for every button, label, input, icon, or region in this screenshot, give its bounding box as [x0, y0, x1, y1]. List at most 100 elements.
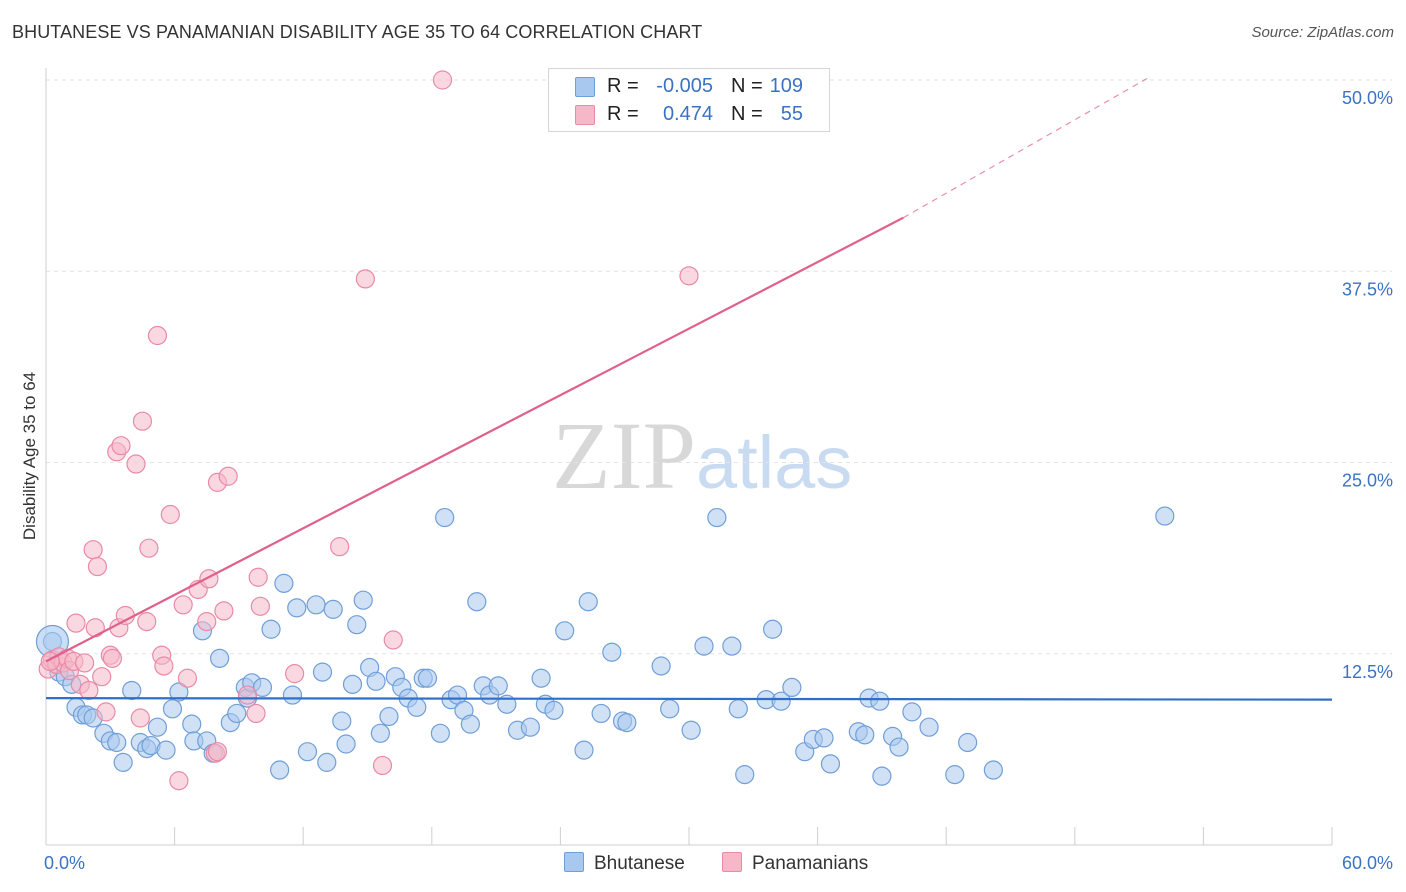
bhutanese-point — [336, 734, 356, 754]
bhutanese-point — [814, 728, 834, 748]
bhutanese-point — [147, 717, 168, 737]
bhutanese-point — [366, 671, 386, 691]
bottom-legend-label: Bhutanese — [594, 853, 685, 874]
bhutanese-point — [252, 677, 273, 698]
bhutanese-point — [162, 699, 183, 719]
bhutanese-point — [227, 703, 247, 724]
bhutanese-point — [435, 507, 455, 528]
panamanians-point — [372, 755, 393, 776]
gridlines — [46, 79, 1392, 655]
panamanians-point — [355, 269, 375, 289]
watermark: ZIPatlas — [552, 400, 852, 511]
bhutanese-point — [407, 697, 427, 717]
source-label: Source: ZipAtlas.com — [1251, 24, 1394, 41]
legend-r-label: R = — [607, 75, 639, 97]
panamanians-point — [432, 70, 453, 90]
bhutanese-point — [370, 723, 390, 743]
panamanians-point — [237, 685, 258, 705]
panamanians-point — [79, 680, 99, 701]
bhutanese-point — [870, 691, 890, 711]
bhutanese-point — [872, 766, 892, 786]
panamanians-point — [130, 708, 150, 728]
legend-n-value: 109 — [769, 75, 803, 97]
bhutanese-point — [782, 677, 802, 698]
panamanians-point — [218, 466, 238, 486]
panamanians-trend-line — [45, 216, 904, 663]
x-tick-label: 60.0% — [1342, 853, 1393, 873]
bottom-legend-panamanians: Panamanians — [722, 852, 868, 875]
panamanians-point — [132, 411, 153, 431]
bhutanese-point — [707, 507, 727, 528]
bhutanese-point — [531, 668, 551, 688]
tick-labels: 12.5% 25.0% 37.5% 50.0% 0.0% 60.0% — [44, 88, 1393, 873]
panamanians-point — [207, 742, 228, 762]
panamanians-point — [250, 596, 270, 616]
panamanians-point — [137, 612, 157, 632]
bhutanese-point — [353, 590, 373, 610]
bhutanese-point — [430, 723, 450, 743]
panamanians-point — [199, 569, 219, 589]
bhutanese-point — [156, 740, 176, 760]
panamanians-point — [83, 540, 103, 560]
bhutanese-point — [417, 668, 438, 688]
bhutanese-point — [544, 700, 564, 720]
panamanians-point — [139, 538, 159, 558]
bhutanese-point — [983, 760, 1003, 780]
bhutanese-point — [379, 706, 399, 727]
bhutanese-point — [113, 752, 133, 772]
bhutanese-point — [297, 742, 318, 762]
panamanians-trend-extension — [903, 77, 1148, 219]
bhutanese-point — [651, 656, 671, 676]
panamanians-point — [87, 556, 108, 577]
trend-lines — [45, 77, 1333, 701]
bhutanese-point — [287, 598, 307, 618]
bhutanese-point — [332, 711, 352, 731]
panamanians-point — [160, 504, 180, 525]
bhutanese-point — [347, 615, 367, 635]
panamanians-point — [383, 630, 403, 650]
legend-swatch-bhutanese — [575, 77, 595, 97]
bhutanese-point — [323, 599, 343, 619]
bhutanese-point — [274, 573, 294, 593]
bhutanese-point — [182, 714, 202, 734]
bottom-legend-bhutanese: Bhutanese — [564, 852, 685, 875]
bhutanese-point — [574, 740, 594, 760]
panamanians-point — [154, 656, 174, 676]
bottom-legend-label: Panamanians — [752, 853, 869, 874]
panamanians-point — [66, 613, 86, 633]
bhutanese-point — [342, 674, 363, 694]
bhutanese-point — [945, 765, 965, 785]
bhutanese-point — [722, 636, 742, 656]
bhutanese-point — [660, 699, 680, 719]
panamanians-point — [330, 537, 350, 557]
bhutanese-point — [555, 621, 575, 641]
axes — [45, 68, 1333, 846]
bhutanese-point — [578, 592, 598, 612]
bhutanese-point — [261, 619, 281, 639]
legend-r-value: -0.005 — [656, 75, 713, 97]
panamanians-point — [169, 771, 189, 791]
series-bhutanese-points — [35, 506, 1175, 786]
correlation-legend: R = -0.005 N = 109 R = 0.474 N = 55 — [548, 68, 830, 132]
y-tick-label: 25.0% — [1342, 471, 1393, 491]
bhutanese-point — [820, 754, 841, 774]
bottom-legend-swatch-bhutanese — [564, 852, 584, 872]
panamanians-point — [197, 612, 217, 632]
bhutanese-point — [602, 642, 622, 662]
panamanians-point — [679, 266, 699, 286]
panamanians-point — [147, 325, 168, 346]
bhutanese-point — [467, 592, 487, 612]
bhutanese-point — [958, 732, 978, 753]
bhutanese-point — [617, 712, 637, 733]
legend-swatch-panamanians — [575, 105, 595, 125]
bhutanese-point — [107, 732, 127, 753]
legend-n-label: N = — [731, 103, 763, 125]
panamanians-point — [248, 567, 268, 587]
bhutanese-point — [762, 619, 783, 639]
bhutanese-point — [855, 725, 875, 745]
panamanians-point — [177, 668, 198, 688]
panamanians-point — [96, 702, 116, 722]
bhutanese-point — [460, 714, 480, 734]
bhutanese-point — [317, 752, 337, 772]
bhutanese-trend-line — [45, 697, 1333, 701]
